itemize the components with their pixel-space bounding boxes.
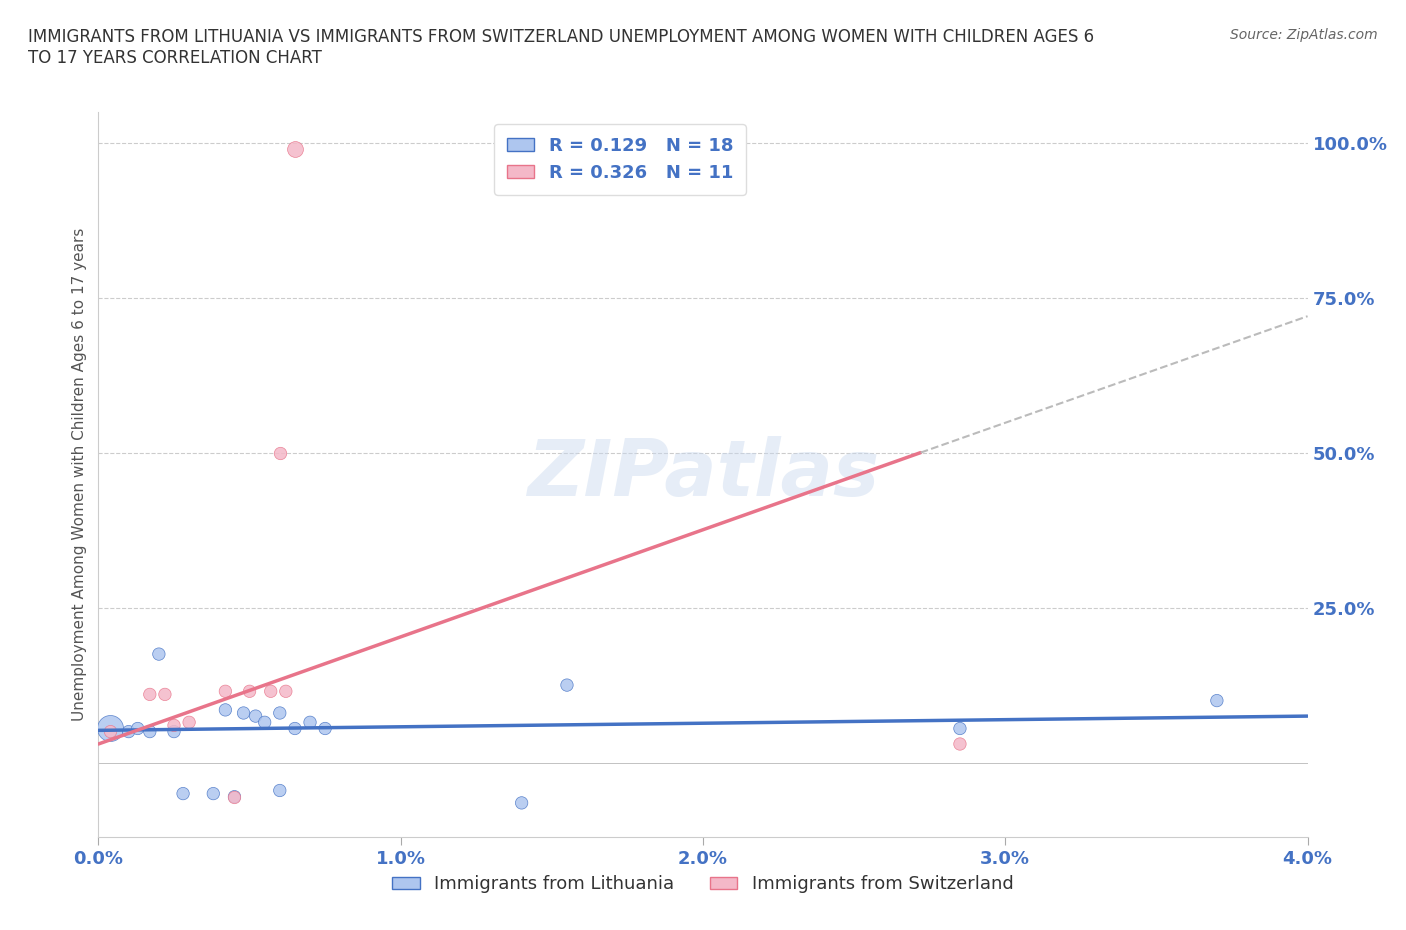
Point bbox=[269, 445, 291, 460]
Point bbox=[949, 737, 972, 751]
Point bbox=[118, 724, 141, 739]
Point bbox=[269, 783, 291, 798]
Point bbox=[172, 786, 194, 801]
Point bbox=[127, 721, 149, 736]
Point bbox=[510, 795, 533, 810]
Point bbox=[139, 724, 162, 739]
Point bbox=[214, 684, 236, 698]
Point bbox=[179, 715, 201, 730]
Point bbox=[274, 684, 297, 698]
Point bbox=[253, 715, 276, 730]
Point bbox=[163, 718, 186, 733]
Point bbox=[100, 724, 122, 739]
Point bbox=[284, 141, 307, 156]
Text: Source: ZipAtlas.com: Source: ZipAtlas.com bbox=[1230, 28, 1378, 42]
Point bbox=[148, 646, 170, 661]
Point bbox=[260, 684, 283, 698]
Point bbox=[163, 724, 186, 739]
Point bbox=[232, 706, 254, 721]
Point bbox=[153, 687, 176, 702]
Point bbox=[100, 721, 122, 736]
Legend: Immigrants from Lithuania, Immigrants from Switzerland: Immigrants from Lithuania, Immigrants fr… bbox=[385, 868, 1021, 900]
Point bbox=[314, 721, 336, 736]
Point bbox=[245, 709, 267, 724]
Point bbox=[202, 786, 225, 801]
Point bbox=[239, 684, 262, 698]
Point bbox=[214, 702, 236, 717]
Point bbox=[299, 715, 322, 730]
Point bbox=[224, 790, 246, 804]
Point bbox=[224, 790, 246, 804]
Point bbox=[139, 687, 162, 702]
Text: ZIPatlas: ZIPatlas bbox=[527, 436, 879, 512]
Point bbox=[555, 678, 578, 693]
Point bbox=[949, 721, 972, 736]
Point bbox=[284, 721, 307, 736]
Point bbox=[1206, 693, 1229, 708]
Point bbox=[269, 706, 291, 721]
Y-axis label: Unemployment Among Women with Children Ages 6 to 17 years: Unemployment Among Women with Children A… bbox=[72, 228, 87, 721]
Text: IMMIGRANTS FROM LITHUANIA VS IMMIGRANTS FROM SWITZERLAND UNEMPLOYMENT AMONG WOME: IMMIGRANTS FROM LITHUANIA VS IMMIGRANTS … bbox=[28, 28, 1094, 67]
